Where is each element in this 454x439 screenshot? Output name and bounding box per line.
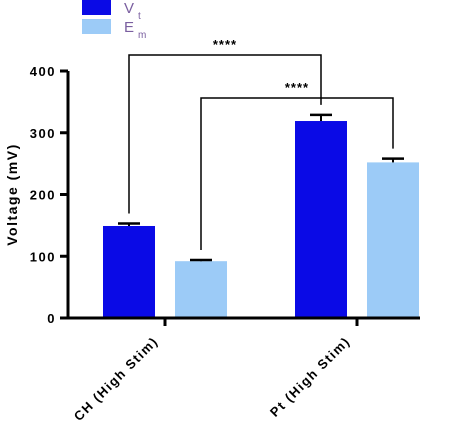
significance-bracket xyxy=(128,54,322,214)
bar xyxy=(103,225,155,318)
legend-label-subscript: t xyxy=(138,11,141,22)
bars xyxy=(103,113,419,318)
bar xyxy=(295,121,347,318)
bar xyxy=(175,261,227,318)
legend-swatch xyxy=(82,19,111,34)
axes: 0 100 200 300 400 CH (High Stim) Pt (High Stim… xyxy=(4,64,420,424)
legend-label-subscript: m xyxy=(138,30,146,41)
y-tick-label: 100 xyxy=(30,249,56,264)
y-tick-label: 400 xyxy=(30,64,56,79)
significance-brackets: **** **** xyxy=(128,37,394,250)
significance-label: **** xyxy=(213,37,237,52)
legend-swatch xyxy=(82,0,111,15)
y-tick-label: 200 xyxy=(30,188,56,203)
y-tick-label: 300 xyxy=(30,126,56,141)
bar xyxy=(367,162,419,318)
x-tick-label: Pt (High Stim) xyxy=(267,334,353,420)
y-axis-title: Voltage (mV) xyxy=(4,143,20,246)
significance-label: **** xyxy=(285,80,309,95)
legend-label: E xyxy=(124,19,134,36)
x-tick-label: CH (High Stim) xyxy=(71,334,161,424)
y-tick-label: 0 xyxy=(47,311,56,326)
significance-bracket xyxy=(200,97,394,250)
legend-label: V xyxy=(124,0,134,17)
